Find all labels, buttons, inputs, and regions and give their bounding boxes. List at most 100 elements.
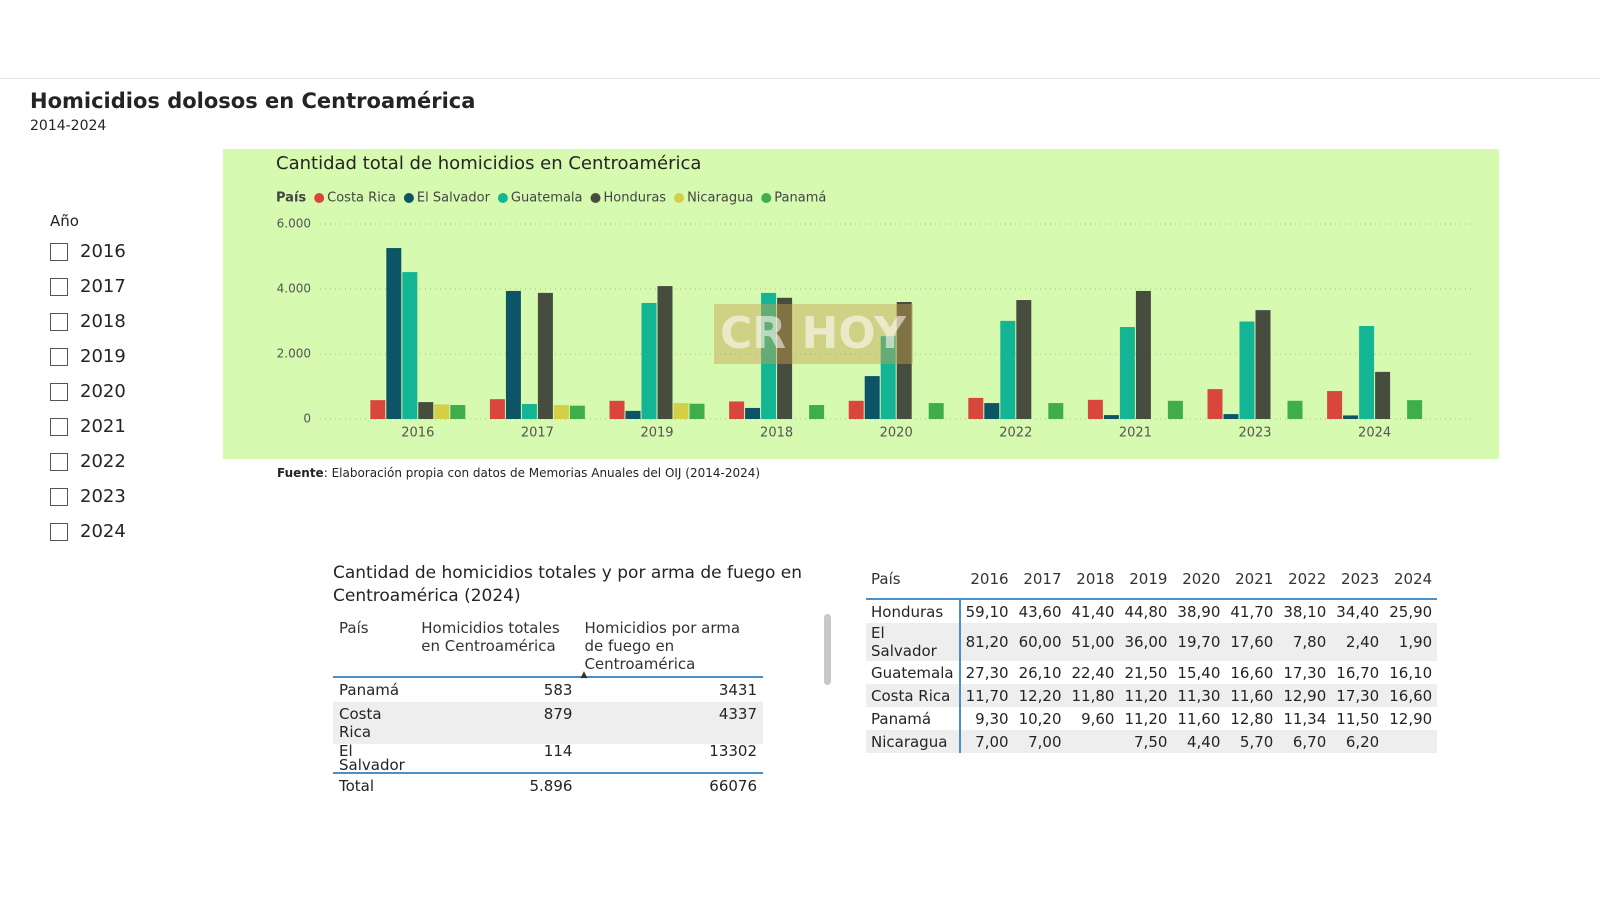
cell: 16,10 (1389, 663, 1433, 682)
x-tick-label: 2019 (640, 426, 673, 441)
slicer-items: 2016 2017 2018 2019 2020 2021 2022 2023 2024 (50, 234, 126, 549)
bar (761, 292, 777, 419)
table: País Homicidios totales en Centroamérica H… (333, 616, 763, 798)
checkbox (50, 312, 68, 331)
column-header: 2017 (1023, 570, 1062, 588)
slicer-item[interactable]: 2017 (50, 269, 126, 304)
bar (537, 292, 553, 419)
source-label: Fuente (277, 466, 324, 480)
source: Fuente: Elaboración propia con datos de … (277, 466, 760, 480)
cell: 51,00 (1071, 633, 1115, 651)
column-header: Homicidios por arma de fuego en Centroam… (580, 619, 741, 680)
y-tick-label: 4.000 (277, 282, 311, 296)
cell: 6,70 (1292, 732, 1327, 751)
cell: 22,40 (1071, 663, 1115, 682)
bar (729, 401, 745, 419)
cell: 11,70 (965, 686, 1009, 705)
checkbox (50, 452, 68, 471)
cell: 36,00 (1124, 633, 1168, 651)
cell: 1,90 (1398, 633, 1433, 651)
cell: 12,90 (1283, 686, 1327, 705)
column-header: 2019 (1129, 570, 1168, 588)
slicer-item-label: 2020 (80, 381, 126, 402)
x-tick-label: 2016 (401, 426, 434, 441)
slicer-item-label: 2022 (80, 451, 126, 472)
x-tick-label: 2017 (521, 426, 554, 441)
legend-title: País (276, 191, 306, 206)
slicer-item-label: 2021 (80, 416, 126, 437)
slicer-item[interactable]: 2016 (50, 234, 126, 269)
cell: 17,30 (1283, 663, 1327, 682)
slicer-item-label: 2023 (80, 486, 126, 507)
firearm-table: Cantidad de homicidios totales y por arm… (333, 562, 802, 798)
bar (1255, 310, 1271, 419)
cell: 11,20 (1124, 709, 1168, 728)
cell: 4,40 (1186, 732, 1221, 751)
slicer-item-label: 2018 (80, 311, 126, 332)
cell (1067, 730, 1120, 753)
cell: 59,10 (965, 602, 1009, 621)
bar (1119, 327, 1135, 419)
bar (809, 405, 825, 419)
bar (1087, 399, 1103, 419)
scrollbar[interactable] (824, 614, 831, 685)
source-text: Elaboración propia con datos de Memorias… (331, 466, 761, 480)
cell: 43,60 (1018, 602, 1062, 621)
cell: 9,30 (975, 709, 1009, 728)
checkbox (50, 242, 68, 261)
bar (848, 400, 864, 419)
cell: 9,60 (1081, 709, 1115, 728)
slicer-item[interactable]: 2019 (50, 339, 126, 374)
bar (370, 400, 386, 419)
cell: Costa Rica (866, 684, 961, 707)
cell: Guatemala (866, 661, 961, 684)
bar (745, 407, 761, 419)
slicer-label: Año (50, 212, 79, 230)
column-header: 2024 (1394, 570, 1433, 588)
bar (1048, 403, 1064, 419)
table-row: Panamá 583 3431 (333, 677, 763, 702)
legend-swatch (590, 193, 601, 203)
y-tick-label: 2.000 (277, 347, 311, 361)
checkbox (50, 522, 68, 541)
slicer-item[interactable]: 2024 (50, 514, 126, 549)
year-slicer: Año 2016 2017 2018 2019 2020 2021 2022 2023 2024 (50, 212, 126, 549)
cell: 879 (543, 705, 573, 723)
slicer-item[interactable]: 2020 (50, 374, 126, 409)
legend-label: El Salvador (417, 191, 491, 206)
bar (569, 405, 585, 419)
slicer-item[interactable]: 2018 (50, 304, 126, 339)
slicer-item[interactable]: 2021 (50, 409, 126, 444)
table-row: Costa Rica 879 4337 (333, 702, 763, 744)
cell: 81,20 (965, 633, 1009, 651)
checkbox (50, 277, 68, 296)
cell: El Salvador (339, 744, 405, 773)
cell: 11,60 (1230, 686, 1274, 705)
checkbox (50, 347, 68, 366)
slicer-item[interactable]: 2022 (50, 444, 126, 479)
cell: 41,70 (1230, 602, 1274, 621)
cell: 16,70 (1336, 663, 1380, 682)
divider (0, 78, 1600, 79)
chart-title: Cantidad total de homicidios en Centroam… (276, 153, 701, 174)
column-header: País (339, 619, 369, 637)
slicer-item-label: 2016 (80, 241, 126, 262)
legend-label: Honduras (604, 191, 667, 206)
table-title: Cantidad de homicidios totales y por arm… (333, 563, 803, 606)
cell: 25,90 (1389, 602, 1433, 621)
bar (1327, 391, 1343, 419)
bar (657, 286, 673, 419)
cell: Costa Rica (339, 705, 382, 741)
column-header: 2022 (1288, 570, 1327, 588)
watermark-box (714, 304, 913, 364)
x-tick-label: 2020 (880, 426, 913, 441)
column-header: 2021 (1235, 570, 1274, 588)
bar (968, 397, 984, 419)
checkbox (50, 417, 68, 436)
header-row: País Homicidios totales en Centroamérica H… (333, 616, 763, 680)
cell: 12,80 (1230, 709, 1274, 728)
x-tick-label: 2023 (1238, 426, 1271, 441)
cell: 7,00 (1028, 732, 1062, 751)
slicer-item[interactable]: 2023 (50, 479, 126, 514)
